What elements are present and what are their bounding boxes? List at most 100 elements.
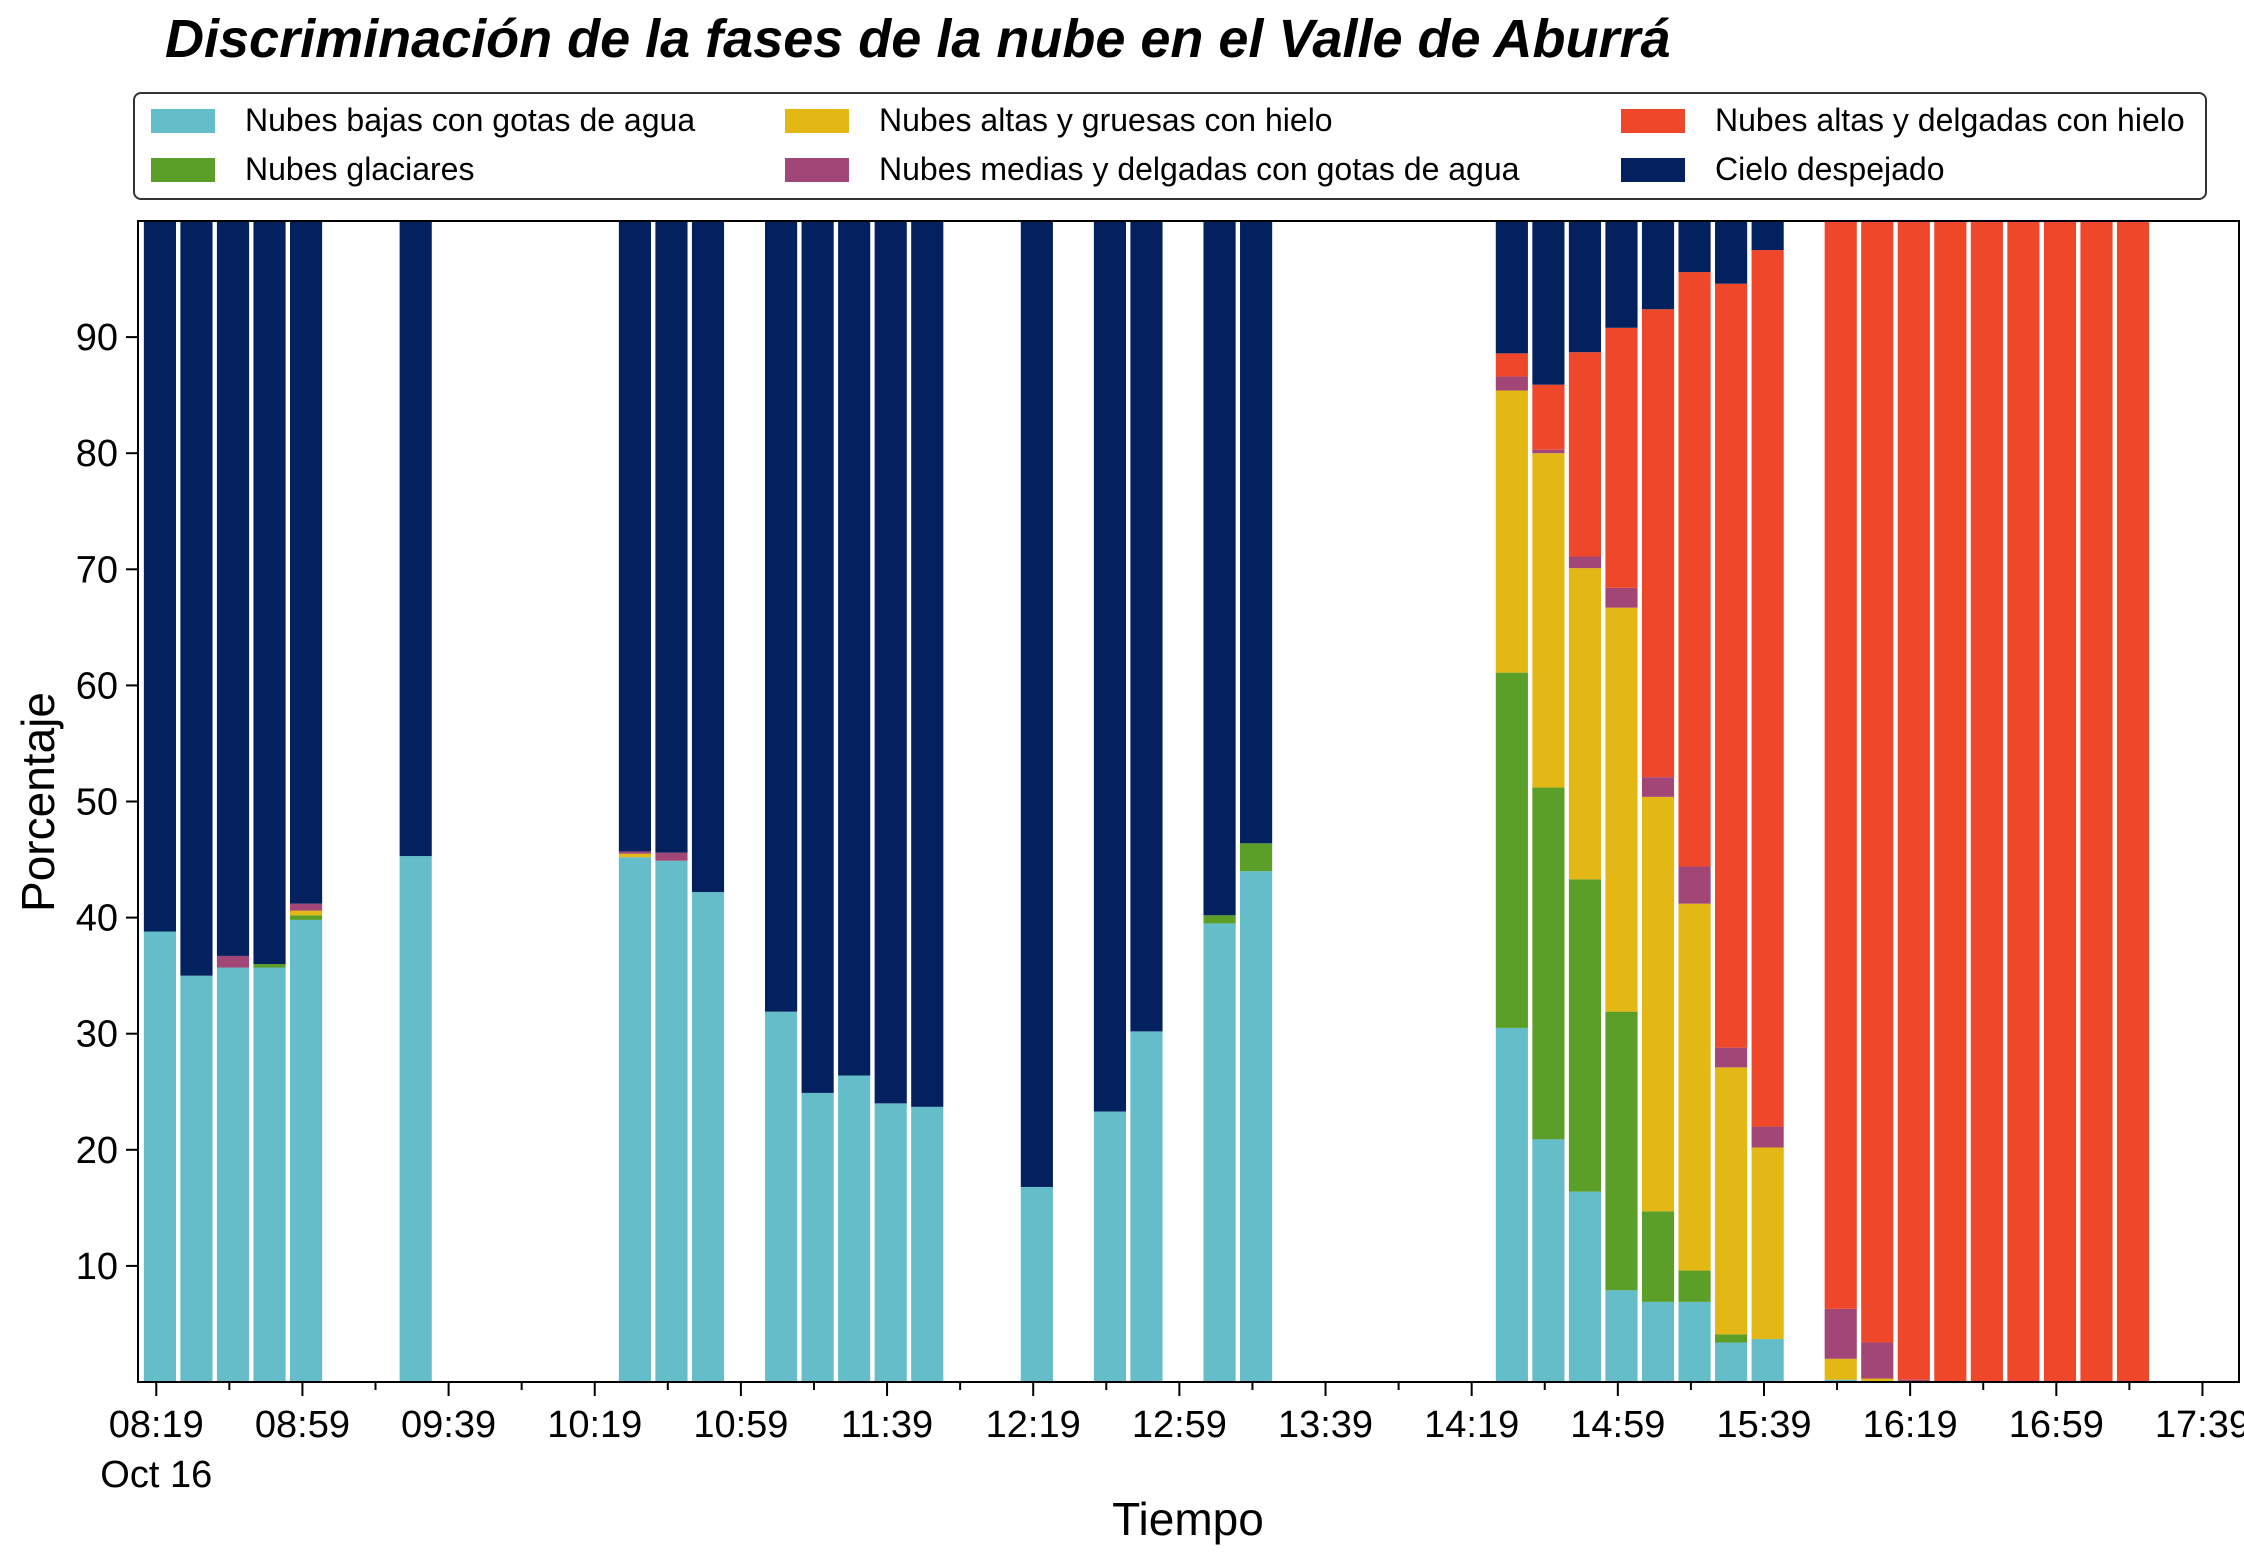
legend-label: Nubes bajas con gotas de agua [245,102,696,138]
x-tick-label: 17:39 [2155,1404,2244,1446]
bar-segment [618,857,651,1382]
bar-segment [180,221,213,976]
bar-segment [1678,272,1711,867]
bar-segment [1532,221,1565,385]
bar-segment [1532,453,1565,788]
y-tick-label: 40 [76,898,118,940]
x-tick-label: 10:19 [547,1404,642,1446]
bar-segment [180,975,213,1382]
bar-segment [1532,449,1565,454]
bar-segment [1568,352,1602,557]
bar-segment [1605,587,1638,608]
bar-segment [1568,879,1602,1192]
x-tick-label: 09:39 [401,1404,496,1446]
legend-item: Nubes altas y delgadas con hielo [1621,102,2185,139]
bar-segment [2007,221,2040,1382]
bar-segment [1641,1211,1675,1302]
bar-segment [143,931,176,1382]
bar-segment [1751,250,1784,1127]
bar-segment [216,967,250,1382]
legend-item: Nubes medias y delgadas con gotas de agu… [785,151,1519,188]
bar-segment [801,1092,834,1382]
bar-segment [1678,903,1711,1271]
bar-segment [1641,1301,1675,1382]
bar-segment [1824,1379,1857,1382]
bar-segment [1495,390,1528,673]
bar-segment [1203,221,1236,916]
legend-label: Nubes altas y gruesas con hielo [879,102,1333,138]
bar-segment [1020,1186,1053,1382]
bar-segment [618,851,651,854]
bar-segment [874,1103,907,1382]
legend-label: Nubes medias y delgadas con gotas de agu… [879,151,1520,187]
bar-segment [1605,607,1638,1012]
bar-segment [765,221,798,1012]
bar-segment [1715,221,1748,284]
bar-segment [1824,1358,1857,1380]
x-tick-label: 14:59 [1570,1404,1665,1446]
bar-segment [216,221,250,956]
bar-segment [655,860,688,1382]
bar-segment [1495,376,1528,391]
bars-layer [143,221,2150,1382]
y-tick-label: 30 [76,1014,118,1056]
bar-segment [1715,1047,1748,1068]
bar-segment [874,221,907,1104]
x-tick-label: 08:59 [255,1404,350,1446]
bar-segment [1532,787,1565,1140]
bar-segment [290,221,323,904]
bar-segment [1824,221,1857,1309]
bar-segment [399,856,432,1382]
y-tick-label: 90 [76,317,118,359]
x-tick-label: 13:39 [1278,1404,1373,1446]
bar-segment [216,955,250,968]
bar-segment [1751,1147,1784,1340]
x-axis-title: Tiempo [1112,1493,1264,1545]
bar-segment [1678,1301,1711,1382]
bar-segment [1605,221,1638,328]
bar-segment [1861,1378,1894,1382]
bar-segment [1970,221,2003,1382]
legend-swatch [785,108,849,133]
bar-segment [1641,777,1675,797]
bar-segment [253,221,286,965]
bar-segment [1678,1270,1711,1302]
bar-segment [1715,1067,1748,1335]
bar-segment [1715,283,1748,1048]
bar-segment [290,915,323,920]
bar-segment [253,967,286,1382]
legend-label: Cielo despejado [1715,151,1945,187]
y-tick-label: 10 [76,1246,118,1288]
bar-segment [655,852,688,861]
bar-segment [1093,221,1127,1112]
bar-segment [1641,796,1675,1212]
legend-swatch [151,157,215,182]
y-tick-label: 70 [76,549,118,591]
bar-segment [691,892,725,1382]
bar-segment [1093,1111,1127,1382]
legend-swatch [151,108,215,133]
bar-segment [911,221,944,1107]
bar-segment [655,221,688,853]
bar-segment [1203,915,1236,924]
bar-segment [765,1011,798,1382]
bar-segment [1568,1191,1602,1382]
bar-segment [290,910,323,916]
bar-segment [399,221,432,857]
legend-swatch [1621,108,1685,133]
bar-segment [1495,353,1528,377]
bar-segment [1240,843,1273,872]
bar-segment [2116,221,2150,1382]
bar-segment [1824,1308,1857,1359]
bar-segment [1532,1139,1565,1382]
x-tick-label: 12:59 [1132,1404,1227,1446]
bar-segment [1495,1027,1528,1382]
legend-item: Cielo despejado [1621,151,1945,188]
x-tick-label: 16:19 [1863,1404,1958,1446]
bar-segment [2080,221,2113,1382]
x-tick-label: 11:39 [841,1404,933,1446]
bar-segment [911,1106,944,1382]
legend-label: Nubes altas y delgadas con hielo [1715,102,2185,138]
x-tick-label: 14:19 [1424,1404,1519,1446]
